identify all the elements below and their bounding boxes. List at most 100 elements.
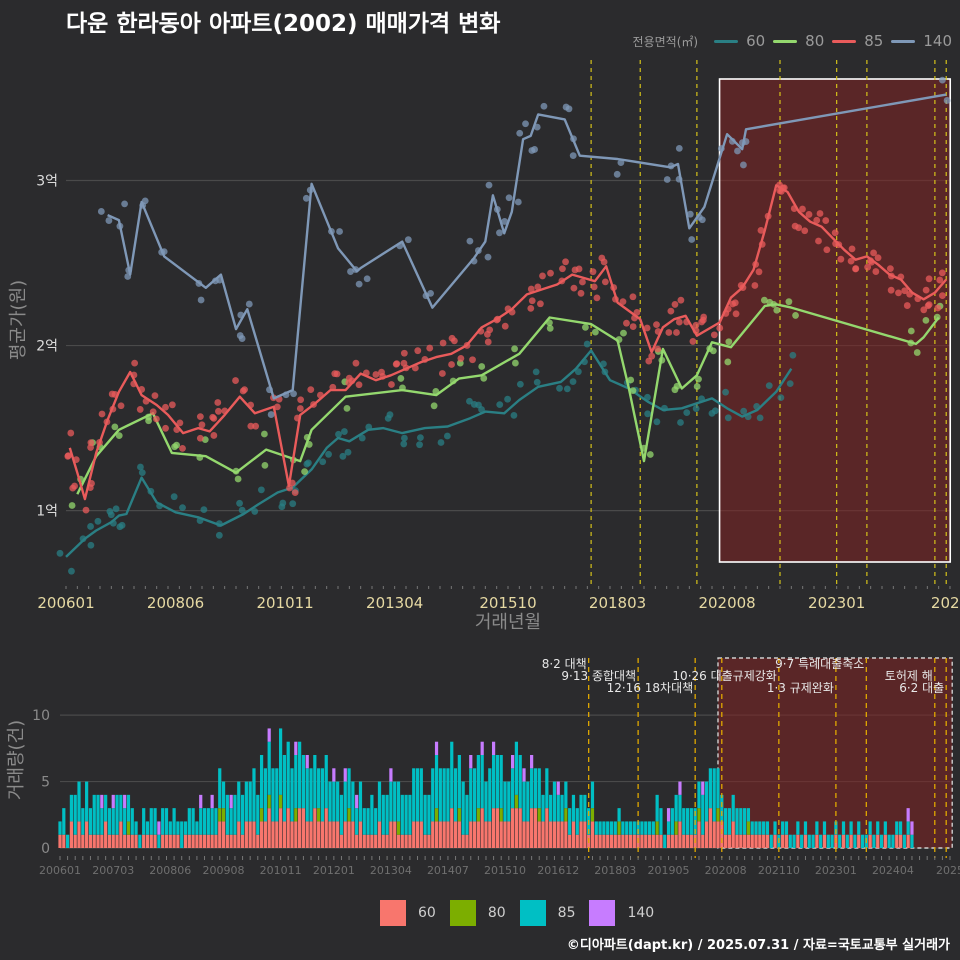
scatter-point-85	[665, 329, 673, 336]
bar-segment-60	[895, 834, 899, 848]
bar-segment-60	[697, 821, 701, 848]
scatter-point-80	[629, 387, 637, 395]
bar-segment-85	[807, 834, 811, 848]
scatter-point-60	[417, 434, 424, 442]
policy-label: 9·13 종합대책	[561, 668, 636, 683]
bar-segment-140	[910, 821, 914, 835]
bar-segment-85	[298, 741, 302, 809]
bar-segment-60	[731, 821, 735, 848]
scatter-point-85	[823, 246, 831, 254]
chart-title: 다운 한라동아 아파트(2002) 매매가격 변화	[66, 11, 501, 37]
bar-segment-85	[210, 808, 214, 835]
scatter-point-85	[648, 352, 656, 360]
scatter-point-85	[870, 249, 877, 257]
scatter-point-60	[583, 340, 591, 348]
bar-segment-85	[400, 794, 404, 835]
bar-segment-60	[252, 821, 256, 848]
bar-segment-60	[347, 821, 351, 848]
bar-segment-60	[815, 834, 819, 848]
scatter-point-85	[214, 399, 222, 406]
scatter-point-85	[643, 324, 651, 332]
scatter-point-85	[700, 313, 708, 321]
bar-segment-85	[853, 834, 857, 848]
bar-segment-85	[172, 808, 176, 835]
bar-segment-85	[746, 808, 751, 822]
bar-segment-85	[313, 755, 317, 809]
bar-segment-60	[305, 821, 309, 848]
bar-segment-85	[723, 808, 728, 835]
scatter-point-140	[267, 411, 275, 418]
scatter-point-60	[215, 531, 223, 539]
bar-segment-85	[119, 794, 123, 822]
scatter-point-60	[532, 368, 540, 376]
scatter-point-85	[196, 434, 204, 442]
bar-segment-85	[183, 821, 188, 835]
bar-segment-85	[92, 794, 96, 835]
bar-segment-85	[370, 794, 374, 835]
scatter-point-140	[484, 253, 492, 261]
bar-segment-60	[412, 821, 416, 848]
bar-segment-80	[317, 808, 321, 822]
bar-segment-85	[85, 781, 89, 822]
bar-segment-60	[609, 834, 614, 848]
bar-segment-85	[358, 781, 363, 822]
bar-segment-85	[545, 768, 549, 809]
bar-segment-85	[765, 821, 770, 835]
bar-segment-85	[324, 755, 328, 809]
bar-segment-60	[130, 834, 134, 848]
scatter-point-85	[547, 269, 554, 277]
scatter-point-80	[68, 502, 76, 509]
bar-segment-85	[157, 834, 161, 848]
bar-segment-60	[723, 834, 728, 848]
bar-segment-85	[427, 794, 431, 835]
x-tick-label: 200601	[39, 864, 81, 877]
bar-segment-60	[393, 821, 397, 848]
bar-segment-60	[202, 834, 207, 848]
bar-segment-60	[469, 821, 473, 848]
bar-segment-60	[366, 834, 370, 848]
bar-segment-85	[381, 794, 385, 835]
bar-segment-85	[214, 808, 218, 835]
scatter-point-80	[480, 374, 488, 382]
bar-segment-85	[704, 781, 709, 822]
bar-segment-60	[187, 834, 191, 848]
policy-label: 9·7 특례대출축소	[775, 657, 864, 671]
scatter-point-140	[540, 102, 548, 110]
bar-segment-85	[461, 781, 465, 835]
bar-segment-60	[339, 834, 344, 848]
bar-segment-85	[469, 768, 473, 822]
scatter-point-140	[516, 129, 524, 137]
bar-segment-80	[218, 808, 222, 822]
bar-segment-85	[305, 768, 309, 822]
bar-segment-60	[533, 808, 538, 848]
bar-segment-60	[685, 834, 690, 848]
bar-segment-85	[206, 808, 210, 835]
scatter-point-85	[936, 276, 944, 284]
bar-segment-85	[123, 808, 127, 835]
bar-segment-85	[659, 808, 663, 835]
bar-segment-85	[579, 794, 583, 822]
scatter-point-85	[864, 263, 872, 271]
bar-segment-60	[244, 821, 248, 848]
bar-segment-60	[115, 834, 119, 848]
bar-segment-85	[142, 808, 146, 835]
bar-segment-85	[115, 794, 119, 835]
scatter-point-85	[822, 217, 830, 224]
bar-segment-60	[518, 808, 522, 848]
policy-label: 1·3 규제완화	[767, 681, 834, 695]
scatter-point-80	[511, 345, 518, 353]
bar-segment-140	[157, 821, 161, 835]
bar-segment-60	[530, 808, 534, 848]
scatter-point-85	[539, 272, 546, 280]
bar-segment-60	[294, 821, 298, 848]
scatter-point-85	[831, 229, 839, 237]
bar-segment-60	[499, 821, 503, 848]
scatter-point-80	[115, 432, 123, 440]
bar-segment-85	[499, 755, 503, 809]
scatter-point-80	[301, 468, 309, 476]
bar-segment-85	[773, 821, 777, 835]
bar-segment-85	[256, 794, 260, 835]
bar-segment-85	[902, 834, 906, 848]
bar-segment-60	[647, 834, 652, 848]
bar-segment-60	[613, 834, 617, 848]
